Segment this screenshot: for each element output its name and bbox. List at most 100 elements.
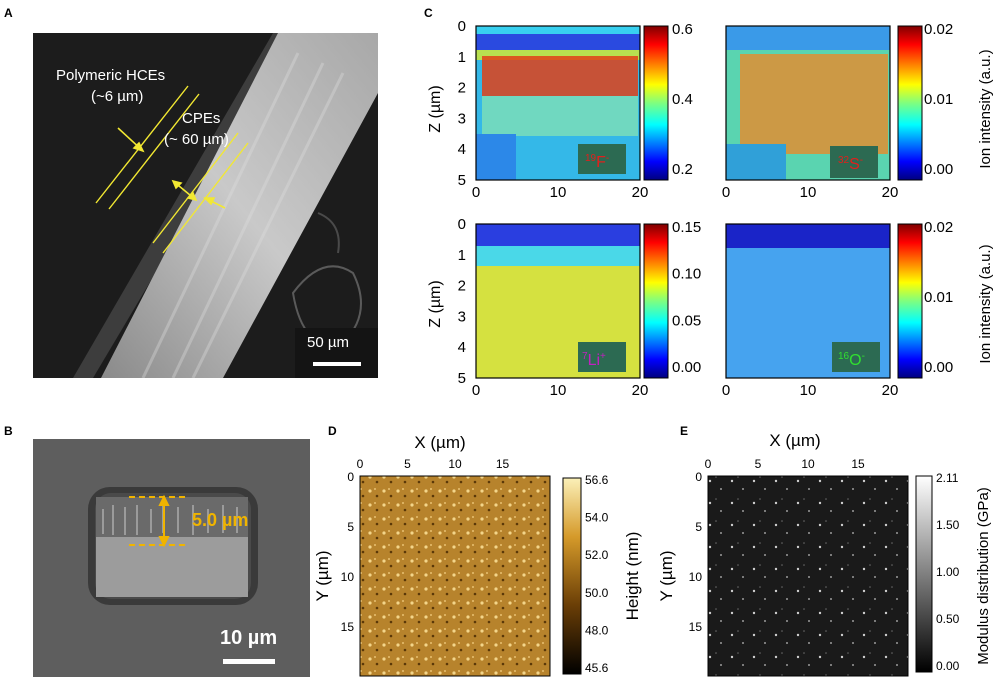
x-tick-label: 0	[357, 457, 364, 471]
panel-e-ylabel: Y (µm)	[660, 550, 676, 601]
colorbar-tick-label: 45.6	[585, 661, 609, 675]
y-tick-label: 15	[341, 620, 355, 634]
panel-b-scale-bar-label: 10 µm	[220, 627, 278, 649]
colorbar-tick-label: 0.02	[924, 219, 953, 236]
y-tick-label: 0	[458, 18, 466, 35]
x-tick-label: 0	[705, 457, 712, 471]
panel-b-letter: B	[4, 424, 13, 438]
y-tick-label: 0	[458, 216, 466, 233]
colorbar-tick-label: 54.0	[585, 511, 609, 525]
y-tick-label: 5	[458, 172, 466, 189]
x-tick-label: 10	[448, 457, 462, 471]
y-tick-label: 4	[458, 141, 466, 158]
panel-b-sem-image	[33, 439, 310, 677]
colorbar-tick-label: 0.05	[672, 312, 701, 329]
x-tick-label: 20	[882, 382, 899, 399]
panel-a-hce-thickness: (~6 µm)	[91, 88, 144, 105]
colorbar-tick-label: 2.11	[936, 471, 959, 485]
y-tick-label: 4	[458, 339, 466, 356]
map-s	[726, 26, 890, 180]
y-tick-label: 3	[458, 110, 466, 127]
x-tick-label: 0	[722, 184, 730, 201]
panel-c-ylabel-bottom: Z (µm)	[427, 280, 444, 327]
panel-e-letter: E	[680, 424, 689, 438]
panel-d-cbar-label: Height (nm)	[623, 532, 642, 621]
x-tick-label: 0	[472, 184, 480, 201]
y-tick-label: 0	[695, 470, 702, 484]
colorbar-tick-label: 0.10	[672, 266, 701, 283]
y-tick-label: 10	[341, 570, 355, 584]
y-tick-label: 5	[695, 520, 702, 534]
colorbar-tick-label: 1.50	[936, 518, 960, 532]
panel-c-cbar-label-top: Ion intensity (a.u.)	[977, 49, 994, 168]
x-tick-label: 10	[800, 184, 817, 201]
x-tick-label: 0	[472, 382, 480, 399]
x-tick-label: 0	[722, 382, 730, 399]
map-f	[476, 26, 640, 180]
panel-d-xlabel: X (µm)	[414, 433, 465, 452]
panel-c-cbar-label-bottom: Ion intensity (a.u.)	[977, 244, 994, 363]
panel-d-ylabel: Y (µm)	[313, 550, 332, 601]
panel-a-scale-bar-label: 50 µm	[307, 334, 349, 351]
ion-label-s: 32S-	[838, 155, 863, 173]
x-tick-label: 10	[550, 382, 567, 399]
colorbar-tick-label: 0.4	[672, 91, 693, 108]
colorbars	[643, 25, 923, 379]
panel-e-cbar-label: Modulus distribution (GPa)	[975, 487, 992, 665]
map-o	[726, 224, 890, 378]
y-tick-label: 0	[347, 470, 354, 484]
panel-a-cpe-thickness: (~ 60 µm)	[164, 131, 229, 148]
panel-a-cpe-label: CPEs	[182, 110, 221, 127]
panel-e-modulus-map: X (µm) 0 5 10 150510152.111.501.000.500.00 …	[660, 431, 992, 677]
colorbar-tick-label: 0.02	[924, 21, 953, 38]
x-tick-label: 10	[801, 457, 815, 471]
x-tick-label: 5	[755, 457, 762, 471]
colorbar-tick-label: 1.00	[936, 565, 960, 579]
ion-label-li: 7Li+	[582, 351, 606, 369]
x-tick-label: 15	[851, 457, 865, 471]
colorbar-tick-label: 0.00	[936, 659, 960, 673]
x-tick-label: 10	[550, 184, 567, 201]
colorbar-tick-label: 0.2	[672, 161, 693, 178]
y-tick-label: 2	[458, 278, 466, 295]
y-tick-label: 5	[347, 520, 354, 534]
map-li	[476, 224, 640, 378]
y-tick-label: 15	[689, 620, 703, 634]
y-tick-label: 1	[458, 247, 466, 264]
x-tick-label: 15	[496, 457, 510, 471]
colorbar-tick-label: 50.0	[585, 586, 609, 600]
x-tick-label: 20	[882, 184, 899, 201]
colorbar-tick-label: 0.6	[672, 21, 693, 38]
colorbar-tick-label: 52.0	[585, 548, 609, 562]
panel-d-afm-height-map: X (µm) 0 5 10 15 0 5 10 15 56.6 54.0 52.0 50.0 48.0 4…	[313, 433, 642, 677]
y-tick-label: 10	[689, 570, 703, 584]
colorbar-tick-label: 0.50	[936, 612, 960, 626]
panel-d-letter: D	[328, 424, 337, 438]
panel-c-ylabel-top: Z (µm)	[427, 85, 444, 132]
colorbar-tick-label: 0.00	[672, 359, 701, 376]
panel-a-letter: A	[4, 6, 13, 20]
panel-a-hce-label: Polymeric HCEs	[56, 67, 166, 84]
x-tick-label: 5	[404, 457, 411, 471]
y-tick-label: 2	[458, 80, 466, 97]
colorbar-tick-label: 48.0	[585, 623, 609, 637]
x-tick-label: 20	[632, 184, 649, 201]
panel-c-letter: C	[424, 6, 433, 20]
ion-label-f: 19F-	[585, 153, 609, 171]
y-tick-label: 3	[458, 308, 466, 325]
colorbar-tick-label: 0.00	[924, 359, 953, 376]
ion-label-o: 16O-	[838, 351, 865, 369]
panel-b-thickness-label: 5.0 µm	[192, 510, 249, 530]
colorbar-tick-label: 0.01	[924, 91, 953, 108]
y-tick-label: 5	[458, 370, 466, 387]
panel-a-sem-image	[33, 33, 378, 378]
x-tick-label: 20	[632, 382, 649, 399]
y-tick-label: 1	[458, 49, 466, 66]
panel-e-xlabel: X (µm)	[769, 431, 820, 450]
colorbar-tick-label: 0.01	[924, 289, 953, 306]
colorbar-tick-label: 0.00	[924, 161, 953, 178]
colorbar-tick-label: 0.15	[672, 219, 701, 236]
colorbar-tick-label: 56.6	[585, 473, 609, 487]
x-tick-label: 10	[800, 382, 817, 399]
